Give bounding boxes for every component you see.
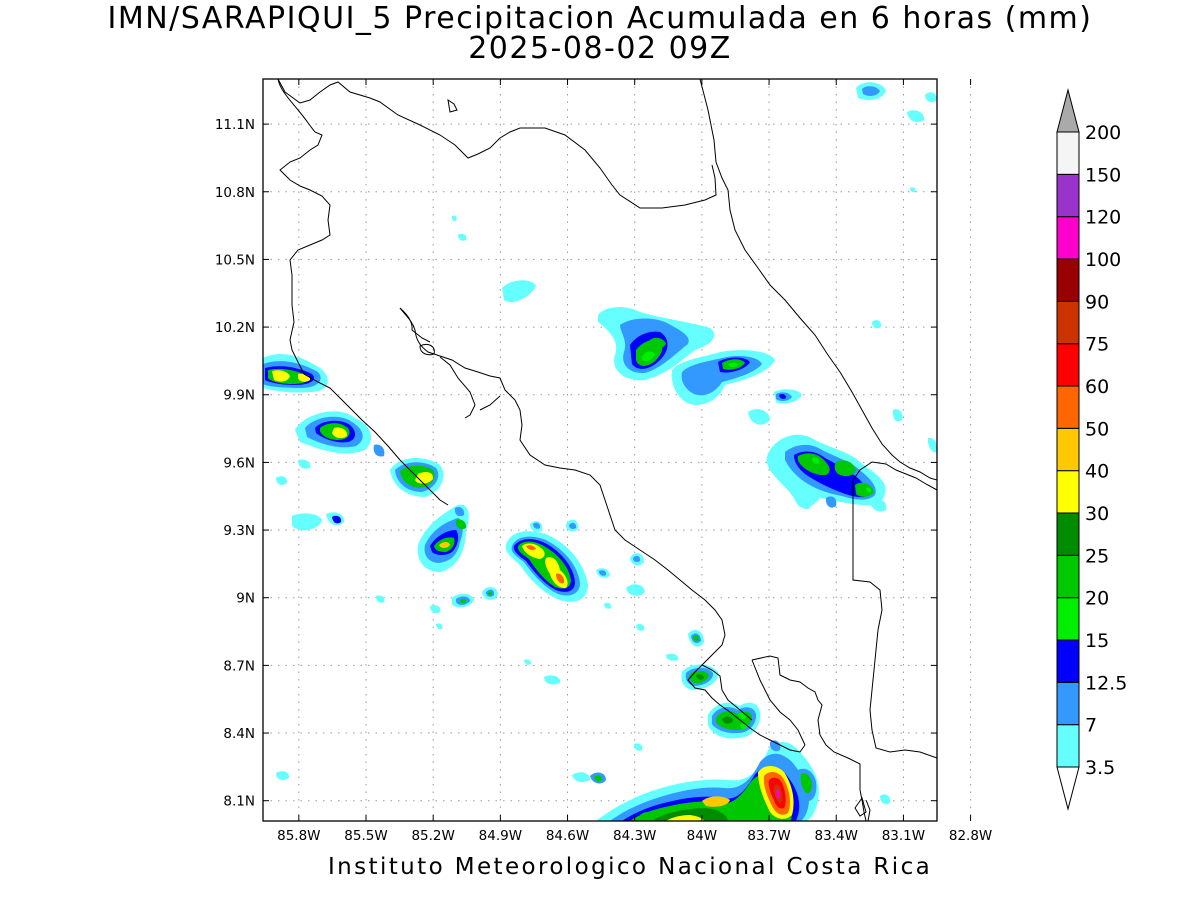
legend-swatch (1056, 639, 1080, 683)
legend-label: 90 (1085, 291, 1109, 313)
legend-underflow-triangle (1056, 766, 1080, 811)
longitude-axis: 85.8W 85.5W 85.2W 84.9W 84.6W 84.3W 84W 83.7W 83… (277, 79, 992, 844)
precip-cell (681, 629, 719, 690)
legend-swatch (1056, 300, 1080, 345)
legend-swatch (1056, 554, 1080, 599)
lat-tick-label: 8.7N (223, 658, 255, 674)
legend-label: 200 (1085, 122, 1121, 144)
lon-tick-label: 84W (687, 828, 718, 844)
legend-label: 50 (1085, 418, 1109, 440)
lon-tick-label: 83.4W (815, 828, 858, 844)
legend-swatch (1056, 216, 1080, 260)
lat-tick-label: 10.8N (215, 185, 255, 201)
legend-label: 100 (1085, 249, 1121, 271)
lat-tick-label: 9N (236, 591, 255, 607)
legend-label: 150 (1085, 164, 1121, 186)
precip-cell (295, 411, 385, 457)
precip-cell (452, 586, 498, 608)
lon-tick-label: 84.6W (546, 828, 589, 844)
legend-label: 15 (1085, 630, 1109, 652)
lat-tick-label: 11.1N (215, 117, 255, 133)
lon-tick-label: 84.3W (613, 828, 656, 844)
lon-tick-label: 84.9W (479, 828, 522, 844)
coastlines-borders (277, 79, 937, 821)
precip-cell (263, 354, 328, 393)
legend-label: 75 (1085, 334, 1109, 356)
precipitation-field (263, 82, 937, 821)
legend-swatch (1056, 512, 1080, 556)
legend-label: 30 (1085, 503, 1109, 525)
lon-tick-label: 85.2W (411, 828, 454, 844)
lat-tick-label: 9.6N (223, 455, 255, 471)
precip-cell (505, 519, 645, 602)
map-title: IMN/SARAPIQUI_5 Precipitacion Acumulada … (107, 1, 1093, 36)
lat-tick-label: 8.1N (223, 794, 255, 810)
legend-swatch (1056, 470, 1080, 514)
legend-label: 7 (1085, 715, 1097, 737)
lat-tick-label: 9.9N (223, 388, 255, 404)
legend-label: 60 (1085, 376, 1109, 398)
legend-swatch (1056, 724, 1080, 768)
map-valid-time: 2025-08-02 09Z (468, 31, 732, 66)
legend-label: 12.5 (1085, 672, 1127, 694)
lon-tick-label: 83.1W (882, 828, 925, 844)
legend-swatch (1056, 385, 1080, 429)
legend-label: 3.5 (1085, 757, 1115, 779)
legend-swatch (1056, 597, 1080, 641)
precip-cell (708, 702, 761, 739)
precipitation-legend: 3.5 7 12.5 15 20 25 30 40 50 60 75 90 100 120 150 200 (1056, 88, 1127, 811)
precip-cell (417, 504, 469, 572)
legend-swatch (1056, 131, 1080, 175)
lat-tick-label: 8.4N (223, 726, 255, 742)
legend-swatch (1056, 681, 1080, 726)
legend-swatch (1056, 173, 1080, 218)
precip-cell (590, 82, 886, 821)
precip-cell (598, 307, 715, 381)
legend-label: 20 (1085, 588, 1109, 610)
precip-cell (390, 458, 444, 497)
lon-tick-label: 85.5W (344, 828, 387, 844)
legend-overflow-triangle (1056, 88, 1080, 133)
precip-cell (276, 92, 937, 805)
lat-tick-label: 9.3N (223, 523, 255, 539)
lat-tick-label: 10.2N (215, 320, 255, 336)
precip-cell (671, 350, 802, 425)
footer-credit: Instituto Meteorologico Nacional Costa R… (328, 854, 933, 880)
legend-label: 40 (1085, 461, 1109, 483)
lon-tick-label: 82.8W (949, 828, 992, 844)
lat-tick-label: 10.5N (215, 252, 255, 268)
map-frame (262, 78, 938, 822)
precip-cell (766, 434, 887, 512)
lon-tick-label: 85.8W (277, 828, 320, 844)
legend-label: 25 (1085, 545, 1109, 567)
lon-tick-label: 83.7W (747, 828, 790, 844)
latitude-axis: 11.1N 10.8N 10.5N 10.2N 9.9N 9.6N 9.3N 9N 8.7N 8.… (215, 117, 937, 810)
legend-swatch (1056, 427, 1080, 472)
legend-label: 120 (1085, 207, 1121, 229)
legend-swatch (1056, 343, 1080, 387)
legend-swatch (1056, 258, 1080, 302)
